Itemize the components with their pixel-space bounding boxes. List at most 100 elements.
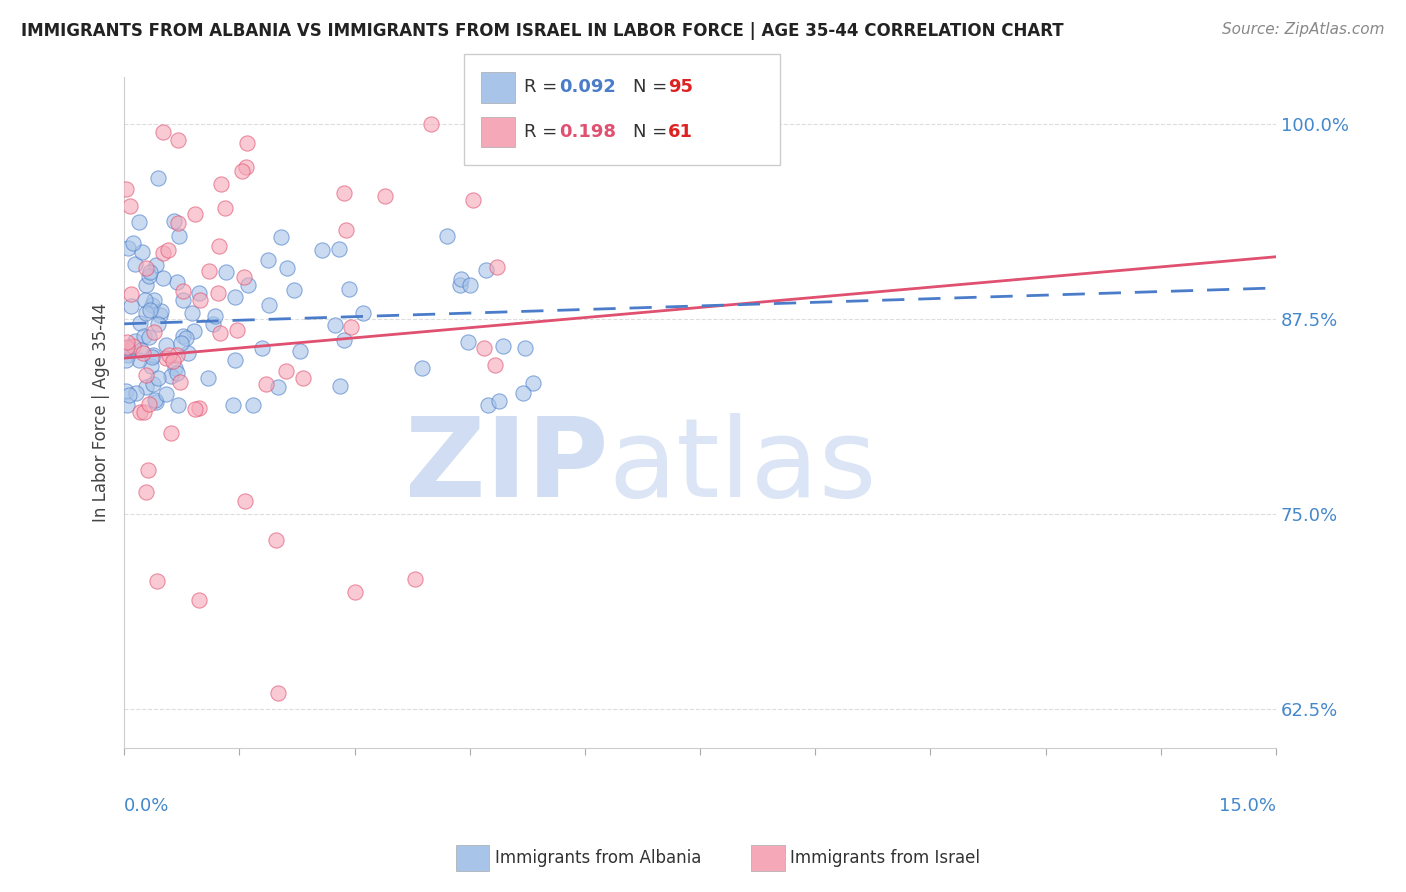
Point (157, 243, 180, 257)
Point (486, 260, 509, 274)
Point (225, 323, 247, 337)
Point (139, 359, 162, 374)
Point (134, 405, 156, 419)
Point (224, 290, 246, 304)
Text: 95: 95 (668, 78, 693, 96)
Point (118, 388, 141, 402)
Point (141, 376, 163, 391)
Point (149, 303, 172, 318)
Text: 61: 61 (668, 123, 693, 141)
Point (332, 186, 354, 200)
Point (236, 136, 259, 150)
Point (120, 299, 142, 313)
Point (172, 285, 194, 299)
Point (204, 310, 226, 324)
Text: R =: R = (524, 123, 564, 141)
Point (118, 199, 141, 213)
Point (117, 398, 139, 412)
Point (522, 376, 544, 391)
Point (138, 302, 160, 317)
Point (157, 348, 180, 362)
Point (117, 242, 139, 256)
Point (208, 326, 231, 340)
Point (129, 343, 152, 358)
Point (197, 370, 219, 384)
Point (267, 686, 290, 700)
Point (143, 293, 166, 307)
Point (198, 264, 221, 278)
Point (328, 242, 350, 256)
Point (131, 245, 153, 260)
Text: atlas: atlas (607, 413, 876, 520)
Text: 0.198: 0.198 (560, 123, 617, 141)
Point (166, 366, 188, 380)
Point (166, 348, 188, 362)
Point (420, 117, 443, 131)
Point (135, 277, 157, 292)
Point (122, 236, 145, 251)
Text: N =: N = (633, 78, 672, 96)
Point (165, 360, 187, 375)
Point (209, 178, 232, 192)
Point (134, 329, 156, 343)
Point (288, 343, 311, 358)
Point (449, 277, 471, 292)
Point (117, 340, 139, 354)
Point (139, 265, 162, 279)
Point (176, 330, 198, 344)
Point (457, 334, 479, 349)
Point (128, 215, 150, 229)
Point (267, 380, 290, 394)
Point (152, 271, 174, 285)
Text: Immigrants from Albania: Immigrants from Albania (495, 849, 702, 867)
Text: R =: R = (524, 78, 564, 96)
Point (138, 268, 160, 283)
Point (115, 335, 138, 350)
Point (270, 230, 292, 244)
Point (458, 277, 481, 292)
Point (167, 229, 190, 244)
Point (474, 262, 496, 277)
Point (242, 398, 264, 412)
Point (333, 333, 356, 347)
Point (166, 216, 188, 230)
Point (124, 334, 146, 348)
Point (170, 335, 193, 350)
Point (515, 341, 537, 355)
Point (477, 398, 499, 412)
Point (492, 339, 515, 353)
Point (352, 306, 374, 320)
Point (252, 341, 274, 355)
Point (339, 320, 361, 334)
Point (114, 353, 136, 368)
Point (177, 346, 200, 360)
Point (283, 283, 305, 297)
Text: ZIP: ZIP (405, 413, 607, 520)
Point (207, 239, 229, 253)
Point (128, 352, 150, 367)
Point (329, 378, 352, 392)
Point (188, 293, 211, 307)
Point (115, 342, 138, 356)
Point (374, 189, 396, 203)
Point (257, 298, 280, 312)
Point (166, 275, 188, 289)
Point (276, 363, 298, 377)
Point (141, 298, 163, 312)
Point (155, 337, 177, 351)
Point (141, 350, 163, 364)
Point (138, 330, 160, 344)
Point (125, 385, 148, 400)
Point (291, 371, 314, 385)
Point (124, 256, 146, 270)
Point (169, 376, 191, 390)
Text: Immigrants from Israel: Immigrants from Israel (790, 849, 980, 867)
Point (155, 351, 177, 366)
Text: N =: N = (633, 123, 672, 141)
Point (148, 317, 170, 331)
Point (135, 260, 157, 275)
Point (115, 182, 138, 196)
Point (214, 202, 236, 216)
Point (148, 170, 170, 185)
Point (145, 258, 167, 272)
